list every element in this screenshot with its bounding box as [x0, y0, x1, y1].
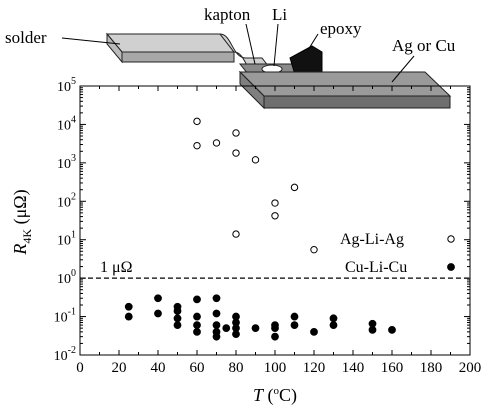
- data-point-cu-li-cu: [212, 309, 221, 318]
- label-solder: solder: [5, 28, 47, 47]
- data-point-cu-li-cu: [368, 325, 377, 334]
- x-tick-label: 20: [112, 360, 127, 376]
- solder-strip-side: [121, 51, 235, 63]
- data-point-cu-li-cu: [329, 321, 338, 329]
- legend-marker-filled: [447, 263, 455, 271]
- leader-epoxy: [307, 33, 319, 51]
- data-point-ag-li-ag: [251, 156, 260, 164]
- legend-marker-open: [447, 235, 455, 243]
- data-point-ag-li-ag: [290, 183, 299, 192]
- data-point-cu-li-cu: [173, 307, 182, 315]
- solder-strip-top: [105, 33, 236, 53]
- data-point-cu-li-cu: [193, 321, 201, 329]
- agcu-strip-side: [263, 95, 451, 109]
- data-point-cu-li-cu: [212, 294, 221, 303]
- data-point-cu-li-cu: [212, 332, 221, 341]
- x-tick-label: 80: [229, 360, 244, 376]
- leader-solder: [61, 37, 121, 45]
- solder-strip-end: [106, 32, 123, 64]
- x-tick-label: 200: [459, 360, 481, 376]
- x-tick-label: 180: [420, 360, 443, 376]
- x-tick-label: 100: [264, 360, 287, 376]
- data-point-cu-li-cu: [154, 294, 162, 303]
- leader-li: [273, 23, 279, 67]
- label-kapton: kapton: [204, 5, 251, 24]
- x-tick-label: 40: [151, 360, 166, 376]
- data-point-cu-li-cu: [290, 312, 299, 321]
- data-point-ag-li-ag: [193, 117, 201, 126]
- sample-diagram: solder kapton Li epoxy Ag or Cu: [5, 5, 456, 110]
- data-point-cu-li-cu: [193, 312, 201, 321]
- data-point-ag-li-ag: [232, 230, 240, 238]
- data-point-cu-li-cu: [222, 324, 231, 333]
- legend-label-ag-li-ag: Ag-Li-Ag: [340, 231, 404, 248]
- data-point-cu-li-cu: [251, 324, 260, 333]
- data-point-cu-li-cu: [329, 314, 338, 323]
- y-tick-label: 101: [57, 230, 76, 249]
- leader-kapton: [245, 23, 256, 65]
- y-tick-label: 104: [57, 114, 76, 133]
- label-li: Li: [272, 5, 287, 24]
- data-point-cu-li-cu: [193, 295, 201, 304]
- data-point-cu-li-cu: [290, 321, 299, 329]
- leader-ag-or-cu: [391, 55, 415, 83]
- reference-line-label: 1 μΩ: [100, 259, 133, 276]
- legend: Ag-Li-Ag Cu-Li-Cu: [340, 231, 455, 276]
- data-point-cu-li-cu: [271, 324, 279, 333]
- data-point-cu-li-cu: [212, 321, 221, 329]
- y-axis-ticks: 10-2 10-1 100 101 102 103 104 105: [54, 76, 470, 364]
- data-point-cu-li-cu: [193, 327, 201, 336]
- data-point-cu-li-cu: [124, 302, 133, 311]
- legend-label-cu-li-cu: Cu-Li-Cu: [345, 259, 407, 276]
- x-tick-label: 160: [381, 360, 404, 376]
- data-point-ag-li-ag: [212, 139, 221, 147]
- y-tick-label: 10-1: [54, 307, 76, 326]
- y-tick-label: 102: [57, 191, 76, 210]
- data-point-ag-li-ag: [271, 212, 279, 220]
- data-point-ag-li-ag: [271, 199, 279, 207]
- plot: 0 20 40 60 80 100 120 140 160 180 200 10-210-11001…: [10, 76, 481, 406]
- x-tick-label: 140: [342, 360, 365, 376]
- x-tick-label: 0: [76, 360, 84, 376]
- data-point-cu-li-cu: [271, 332, 279, 341]
- series-cu-li-cu: [124, 294, 396, 341]
- data-point-cu-li-cu: [232, 330, 240, 338]
- data-point-cu-li-cu: [388, 325, 396, 334]
- data-point-ag-li-ag: [193, 141, 201, 150]
- data-point-cu-li-cu: [173, 321, 182, 329]
- y-tick-label: 105: [57, 76, 76, 95]
- data-point-cu-li-cu: [124, 312, 133, 321]
- data-point-cu-li-cu: [173, 314, 182, 323]
- x-tick-label: 60: [190, 360, 205, 376]
- plot-frame: [79, 85, 471, 356]
- data-point-cu-li-cu: [310, 327, 318, 336]
- y-tick-label: 103: [57, 153, 76, 172]
- y-tick-label: 100: [57, 268, 76, 287]
- data-point-ag-li-ag: [310, 245, 318, 254]
- data-point-cu-li-cu: [154, 309, 162, 318]
- label-epoxy: epoxy: [320, 19, 362, 38]
- y-axis-title: R4K (μΩ): [10, 189, 34, 255]
- x-axis-ticks: 0 20 40 60 80 100 120 140 160 180 200: [76, 86, 481, 376]
- x-tick-label: 120: [303, 360, 326, 376]
- y-tick-label: 10-2: [54, 345, 76, 364]
- series-ag-li-ag: [193, 117, 318, 254]
- data-point-ag-li-ag: [232, 149, 240, 157]
- data-point-ag-li-ag: [232, 129, 240, 137]
- label-ag-or-cu: Ag or Cu: [392, 36, 456, 55]
- agcu-strip-top: [238, 71, 452, 97]
- x-axis-title: T (oC): [253, 385, 297, 406]
